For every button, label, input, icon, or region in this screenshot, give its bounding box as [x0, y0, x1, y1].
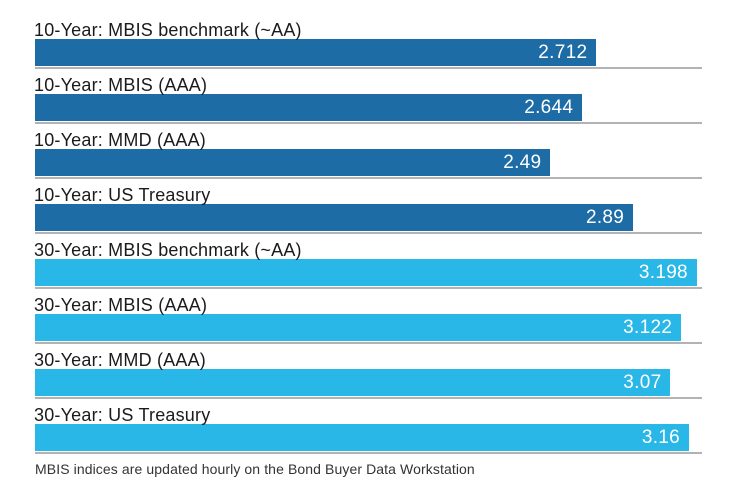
bar-label: 10-Year: US Treasury [34, 185, 211, 205]
row-baseline [35, 67, 702, 69]
row-baseline [35, 122, 702, 124]
bar-value: 2.89 [585, 207, 625, 228]
bar-row: 10-Year: MBIS benchmark (~AA) 2.712 [34, 20, 702, 69]
bar-label: 10-Year: MBIS (AAA) [34, 75, 208, 95]
bar-value: 3.198 [638, 262, 688, 283]
bar-label: 30-Year: MBIS (AAA) [34, 295, 208, 315]
bar: 2.644 [35, 94, 583, 121]
bar-row: 10-Year: US Treasury 2.89 [34, 185, 702, 234]
row-baseline [35, 452, 702, 454]
bar: 3.16 [35, 424, 690, 451]
bar-value: 2.712 [538, 42, 588, 63]
row-baseline [35, 342, 702, 344]
bar-label: 30-Year: US Treasury [34, 405, 211, 425]
bar-row: 30-Year: US Treasury 3.16 [34, 405, 702, 454]
bar-value: 3.07 [623, 372, 662, 393]
bar-track: 2.644 [35, 94, 702, 121]
bar-track: 2.89 [35, 204, 702, 231]
row-baseline [35, 287, 702, 289]
bar-row: 10-Year: MMD (AAA) 2.49 [34, 130, 702, 179]
bond-yield-bar-chart: 10-Year: MBIS benchmark (~AA) 2.712 10-Y… [34, 20, 702, 454]
bar: 2.89 [35, 204, 634, 231]
row-baseline [35, 397, 702, 399]
row-baseline [35, 177, 702, 179]
bar-label: 30-Year: MBIS benchmark (~AA) [34, 240, 302, 260]
bar-value: 2.49 [503, 152, 542, 173]
bar-value: 3.122 [623, 317, 673, 338]
bar-track: 3.122 [35, 314, 702, 341]
bar: 2.49 [35, 149, 551, 176]
bar-track: 2.712 [35, 39, 702, 66]
bar-label: 10-Year: MMD (AAA) [34, 130, 206, 150]
bar-track: 3.198 [35, 259, 702, 286]
bar-track: 3.16 [35, 424, 702, 451]
bar-track: 2.49 [35, 149, 702, 176]
bar-value: 2.644 [524, 97, 574, 118]
bar-label: 10-Year: MBIS benchmark (~AA) [34, 20, 302, 40]
bar-row: 30-Year: MBIS benchmark (~AA) 3.198 [34, 240, 702, 289]
row-baseline [35, 232, 702, 234]
bar: 3.07 [35, 369, 671, 396]
bar: 2.712 [35, 39, 597, 66]
bar: 3.122 [35, 314, 682, 341]
bar-label: 30-Year: MMD (AAA) [34, 350, 206, 370]
bar-row: 30-Year: MMD (AAA) 3.07 [34, 350, 702, 399]
bar-row: 10-Year: MBIS (AAA) 2.644 [34, 75, 702, 124]
bar-track: 3.07 [35, 369, 702, 396]
bar-row: 30-Year: MBIS (AAA) 3.122 [34, 295, 702, 344]
bar-value: 3.16 [641, 427, 681, 448]
chart-footnote: MBIS indices are updated hourly on the B… [35, 461, 475, 477]
bar: 3.198 [35, 259, 697, 286]
